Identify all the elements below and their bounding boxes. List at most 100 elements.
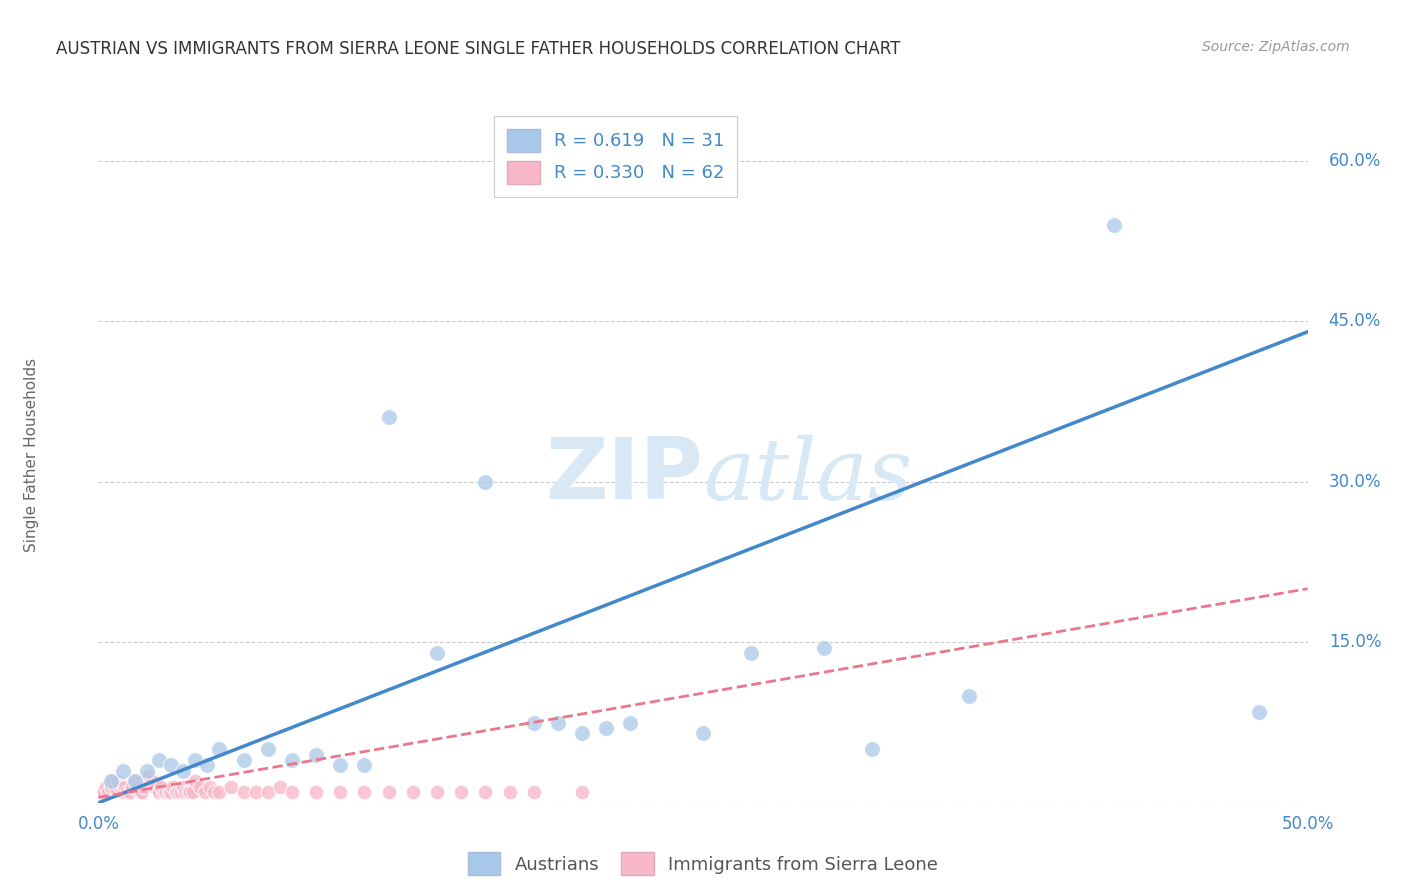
Point [329, 785, 352, 799]
Point [155, 785, 177, 799]
Point [150, 780, 173, 794]
Point [91, 785, 114, 799]
Point [221, 780, 243, 794]
Point [160, 785, 183, 799]
Point [426, 785, 449, 799]
Point [100, 780, 122, 794]
Point [94, 780, 117, 794]
Point [619, 715, 641, 730]
Point [402, 785, 425, 799]
Point [184, 753, 207, 767]
Point [547, 715, 569, 730]
Text: Single Father Households: Single Father Households [24, 358, 39, 552]
Text: 30.0%: 30.0% [1329, 473, 1381, 491]
Point [1249, 705, 1271, 719]
Point [450, 785, 472, 799]
Point [181, 785, 204, 799]
Text: atlas: atlas [703, 434, 912, 517]
Point [162, 780, 184, 794]
Point [117, 785, 139, 799]
Point [135, 774, 157, 789]
Legend: Austrians, Immigrants from Sierra Leone: Austrians, Immigrants from Sierra Leone [458, 843, 948, 884]
Point [141, 774, 163, 789]
Point [305, 747, 328, 762]
Point [523, 785, 546, 799]
Point [281, 753, 304, 767]
Point [118, 785, 141, 799]
Point [111, 764, 134, 778]
Point [107, 774, 129, 789]
Point [474, 475, 496, 489]
Point [813, 640, 835, 655]
Point [165, 785, 187, 799]
Text: 45.0%: 45.0% [1329, 312, 1381, 330]
Point [101, 774, 124, 789]
Point [160, 758, 183, 772]
Point [128, 785, 150, 799]
Point [108, 780, 131, 794]
Point [174, 785, 197, 799]
Point [269, 780, 291, 794]
Text: ZIP: ZIP [546, 434, 703, 517]
Point [184, 774, 207, 789]
Point [169, 785, 191, 799]
Point [194, 785, 217, 799]
Point [860, 742, 883, 756]
Point [740, 646, 762, 660]
Point [195, 758, 218, 772]
Point [188, 780, 211, 794]
Point [377, 785, 399, 799]
Point [474, 785, 496, 799]
Point [498, 785, 520, 799]
Point [232, 785, 254, 799]
Point [256, 785, 278, 799]
Point [523, 715, 546, 730]
Point [114, 780, 136, 794]
Point [232, 753, 254, 767]
Point [571, 726, 593, 740]
Point [377, 410, 399, 425]
Point [143, 780, 166, 794]
Point [135, 764, 157, 778]
Point [204, 785, 226, 799]
Point [595, 721, 617, 735]
Point [245, 785, 267, 799]
Point [172, 764, 194, 778]
Point [97, 785, 120, 799]
Point [957, 689, 980, 703]
Point [138, 769, 160, 783]
Point [121, 780, 143, 794]
Text: Source: ZipAtlas.com: Source: ZipAtlas.com [1202, 40, 1350, 54]
Point [177, 785, 200, 799]
Point [426, 646, 449, 660]
Text: AUSTRIAN VS IMMIGRANTS FROM SIERRA LEONE SINGLE FATHER HOUSEHOLDS CORRELATION CH: AUSTRIAN VS IMMIGRANTS FROM SIERRA LEONE… [56, 40, 901, 58]
Point [104, 780, 127, 794]
Point [353, 758, 375, 772]
Point [281, 785, 304, 799]
Point [198, 780, 221, 794]
Point [1102, 218, 1125, 232]
Point [148, 753, 170, 767]
Point [148, 785, 170, 799]
Point [157, 785, 180, 799]
Point [329, 758, 352, 772]
Point [131, 785, 153, 799]
Point [172, 780, 194, 794]
Point [152, 785, 174, 799]
Point [100, 774, 122, 789]
Text: 60.0%: 60.0% [1329, 152, 1381, 169]
Point [167, 785, 190, 799]
Point [111, 785, 134, 799]
Point [134, 780, 156, 794]
Point [208, 785, 231, 799]
Point [692, 726, 714, 740]
Point [127, 780, 149, 794]
Text: 15.0%: 15.0% [1329, 633, 1381, 651]
Point [256, 742, 278, 756]
Point [305, 785, 328, 799]
Point [571, 785, 593, 799]
Point [124, 774, 146, 789]
Point [208, 742, 231, 756]
Point [124, 774, 146, 789]
Point [90, 785, 112, 799]
